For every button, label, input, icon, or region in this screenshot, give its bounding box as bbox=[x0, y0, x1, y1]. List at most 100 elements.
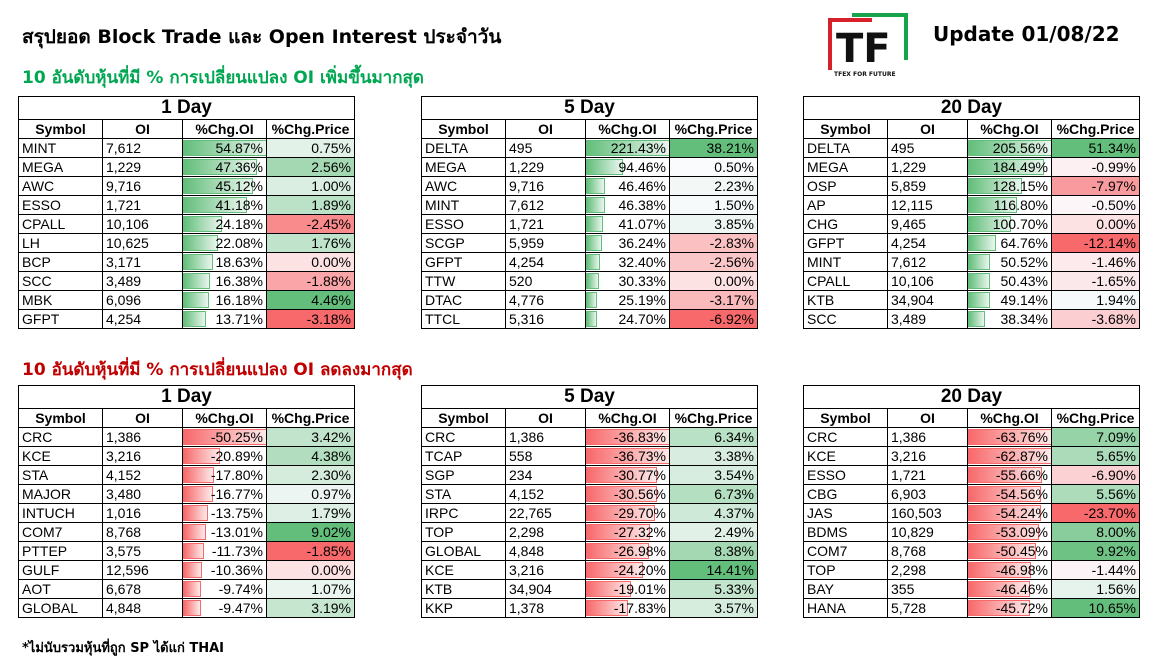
oi-data-bar bbox=[586, 524, 650, 540]
symbol-cell: BCP bbox=[18, 252, 103, 272]
table-row: CHG 9,465 100.70% 0.00% bbox=[803, 214, 1140, 234]
chg-price-cell: -6.92% bbox=[669, 309, 758, 329]
symbol-cell: GFPT bbox=[803, 233, 888, 253]
oi-data-bar bbox=[586, 505, 655, 521]
oi-data-bar bbox=[968, 562, 1032, 578]
chg-price-cell: 3.85% bbox=[669, 214, 758, 234]
table-row: CPALL 10,106 24.18% -2.45% bbox=[18, 214, 355, 234]
chg-oi-cell: -50.45% bbox=[967, 541, 1052, 561]
oi-data-bar bbox=[968, 429, 1051, 445]
table-row: MEGA 1,229 94.46% 0.50% bbox=[421, 157, 758, 177]
oi-data-bar bbox=[968, 524, 1040, 540]
symbol-cell: GLOBAL bbox=[421, 541, 506, 561]
oi-data-bar bbox=[183, 448, 220, 464]
oi-data-bar bbox=[586, 543, 649, 559]
oi-cell: 9,716 bbox=[505, 176, 586, 196]
chg-price-cell: -1.65% bbox=[1051, 271, 1140, 291]
symbol-cell: KKP bbox=[421, 598, 506, 618]
oi-data-bar bbox=[586, 448, 669, 464]
chg-oi-cell: -9.74% bbox=[182, 579, 267, 599]
chg-price-cell: 2.30% bbox=[266, 465, 355, 485]
chg-oi-cell: -46.46% bbox=[967, 579, 1052, 599]
oi-cell: 2,298 bbox=[505, 522, 586, 542]
subtitle-increase: 10 อันดับหุ้นที่มี % การเปลี่ยนแปลง OI เ… bbox=[22, 68, 424, 88]
oi-cell: 355 bbox=[887, 579, 968, 599]
symbol-cell: CPALL bbox=[803, 271, 888, 291]
table-row: AOT 6,678 -9.74% 1.07% bbox=[18, 579, 355, 599]
oi-table-increase-5-day: 5 Day Symbol OI %Chg.OI %Chg.Price DELTA 495 22… bbox=[421, 96, 758, 329]
oi-cell: 4,254 bbox=[887, 233, 968, 253]
table-row: STA 4,152 -30.56% 6.73% bbox=[421, 484, 758, 504]
footnote: *ไม่นับรวมหุ้นที่ถูก SP ได้แก่ THAI bbox=[22, 641, 225, 656]
table-row: TTCL 5,316 24.70% -6.92% bbox=[421, 309, 758, 329]
subtitle-decrease: 10 อันดับหุ้นที่มี % การเปลี่ยนแปลง OI ล… bbox=[22, 360, 413, 380]
table-row: CBG 6,903 -54.56% 5.56% bbox=[803, 484, 1140, 504]
table-row: TCAP 558 -36.73% 3.38% bbox=[421, 446, 758, 466]
oi-cell: 5,859 bbox=[887, 176, 968, 196]
chg-price-cell: -0.50% bbox=[1051, 195, 1140, 215]
chg-price-cell: 0.00% bbox=[266, 560, 355, 580]
oi-data-bar bbox=[968, 581, 1031, 597]
table-row: BAY 355 -46.46% 1.56% bbox=[803, 579, 1140, 599]
oi-cell: 7,612 bbox=[102, 138, 183, 158]
chg-price-cell: -1.44% bbox=[1051, 560, 1140, 580]
oi-data-bar bbox=[183, 581, 202, 597]
chg-oi-cell: 24.70% bbox=[585, 309, 670, 329]
chg-oi-cell: 128.15% bbox=[967, 176, 1052, 196]
oi-data-bar bbox=[968, 235, 997, 251]
symbol-cell: MINT bbox=[803, 252, 888, 272]
oi-data-bar bbox=[183, 505, 208, 521]
oi-cell: 5,316 bbox=[505, 309, 586, 329]
symbol-cell: GFPT bbox=[18, 309, 103, 329]
symbol-cell: IRPC bbox=[421, 503, 506, 523]
oi-data-bar bbox=[968, 292, 990, 308]
table-row: TTW 520 30.33% 0.00% bbox=[421, 271, 758, 291]
table-row: JAS 160,503 -54.24% -23.70% bbox=[803, 503, 1140, 523]
oi-cell: 4,152 bbox=[102, 465, 183, 485]
chg-oi-cell: 16.18% bbox=[182, 290, 267, 310]
column-header: Symbol bbox=[421, 119, 506, 139]
oi-cell: 4,152 bbox=[505, 484, 586, 504]
table-row: DTAC 4,776 25.19% -3.17% bbox=[421, 290, 758, 310]
table-row: SCC 3,489 38.34% -3.68% bbox=[803, 309, 1140, 329]
oi-data-bar bbox=[586, 311, 598, 327]
column-header: %Chg.OI bbox=[585, 408, 670, 428]
table-row: MEGA 1,229 47.36% 2.56% bbox=[18, 157, 355, 177]
oi-data-bar bbox=[586, 273, 600, 289]
oi-cell: 12,115 bbox=[887, 195, 968, 215]
oi-table-decrease-20-day: 20 Day Symbol OI %Chg.OI %Chg.Price CRC 1,386-… bbox=[803, 385, 1140, 618]
chg-oi-cell: 46.38% bbox=[585, 195, 670, 215]
oi-cell: 9,716 bbox=[102, 176, 183, 196]
symbol-cell: KTB bbox=[803, 290, 888, 310]
chg-oi-cell: 18.63% bbox=[182, 252, 267, 272]
oi-cell: 6,903 bbox=[887, 484, 968, 504]
chg-oi-cell: 36.24% bbox=[585, 233, 670, 253]
table-row: KTB 34,904 49.14% 1.94% bbox=[803, 290, 1140, 310]
symbol-cell: DTAC bbox=[421, 290, 506, 310]
oi-data-bar bbox=[586, 486, 657, 502]
chg-price-cell: 1.00% bbox=[266, 176, 355, 196]
symbol-cell: GLOBAL bbox=[18, 598, 103, 618]
chg-oi-cell: 100.70% bbox=[967, 214, 1052, 234]
oi-data-bar bbox=[183, 178, 254, 194]
chg-oi-cell: -17.83% bbox=[585, 598, 670, 618]
oi-cell: 12,596 bbox=[102, 560, 183, 580]
chg-price-cell: 0.00% bbox=[1051, 214, 1140, 234]
period-header: 20 Day bbox=[803, 96, 1140, 120]
table-row: MAJOR 3,480 -16.77% 0.97% bbox=[18, 484, 355, 504]
oi-cell: 1,229 bbox=[102, 157, 183, 177]
tf-logo: TF TFEX FOR FUTURE bbox=[828, 13, 908, 78]
oi-data-bar bbox=[183, 429, 266, 445]
oi-cell: 7,612 bbox=[887, 252, 968, 272]
oi-cell: 9,465 bbox=[887, 214, 968, 234]
symbol-cell: LH bbox=[18, 233, 103, 253]
period-header: 5 Day bbox=[421, 96, 758, 120]
oi-cell: 2,298 bbox=[887, 560, 968, 580]
symbol-cell: CRC bbox=[803, 427, 888, 447]
oi-cell: 1,386 bbox=[102, 427, 183, 447]
oi-cell: 3,489 bbox=[102, 271, 183, 291]
chg-oi-cell: 64.76% bbox=[967, 233, 1052, 253]
chg-oi-cell: -17.80% bbox=[182, 465, 267, 485]
oi-cell: 1,386 bbox=[505, 427, 586, 447]
table-row: AP 12,115 116.80% -0.50% bbox=[803, 195, 1140, 215]
